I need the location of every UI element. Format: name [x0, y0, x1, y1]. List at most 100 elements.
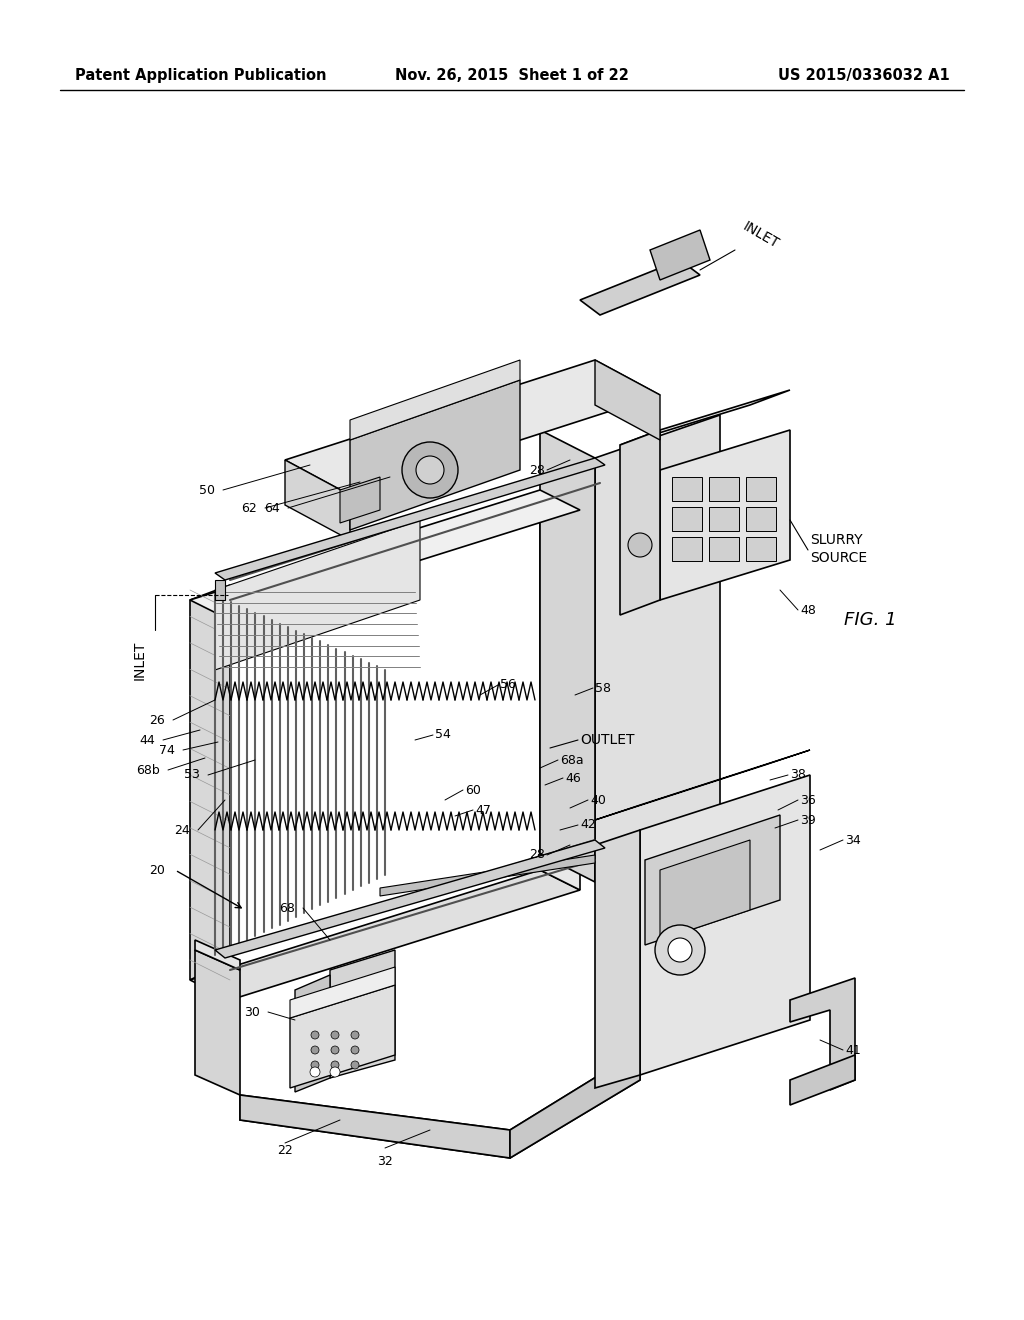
- Polygon shape: [290, 985, 395, 1088]
- Text: 42: 42: [580, 818, 596, 832]
- Circle shape: [351, 1061, 359, 1069]
- Polygon shape: [645, 814, 780, 945]
- Polygon shape: [660, 430, 790, 601]
- Polygon shape: [790, 978, 855, 1090]
- Text: 68b: 68b: [136, 763, 160, 776]
- Text: 41: 41: [845, 1044, 861, 1056]
- Text: 28: 28: [529, 849, 545, 862]
- Circle shape: [402, 442, 458, 498]
- Text: OUTLET: OUTLET: [580, 733, 635, 747]
- Polygon shape: [285, 459, 350, 540]
- Polygon shape: [290, 968, 395, 1018]
- Polygon shape: [350, 360, 520, 440]
- Polygon shape: [190, 585, 230, 979]
- Text: 44: 44: [139, 734, 155, 747]
- Text: 53: 53: [184, 768, 200, 781]
- Text: 40: 40: [590, 793, 606, 807]
- FancyBboxPatch shape: [672, 477, 702, 502]
- Text: SOURCE: SOURCE: [810, 550, 867, 565]
- Text: Nov. 26, 2015  Sheet 1 of 22: Nov. 26, 2015 Sheet 1 of 22: [395, 69, 629, 83]
- Text: 20: 20: [150, 863, 165, 876]
- Text: US 2015/0336032 A1: US 2015/0336032 A1: [778, 69, 950, 83]
- Text: 60: 60: [465, 784, 481, 796]
- Polygon shape: [510, 1049, 640, 1158]
- Text: 32: 32: [377, 1155, 393, 1168]
- Text: 56: 56: [500, 678, 516, 692]
- Circle shape: [416, 455, 444, 484]
- Text: 22: 22: [278, 1143, 293, 1156]
- Polygon shape: [340, 477, 380, 523]
- Polygon shape: [215, 458, 605, 579]
- FancyBboxPatch shape: [746, 477, 776, 502]
- Polygon shape: [595, 414, 720, 882]
- Polygon shape: [285, 360, 660, 495]
- Polygon shape: [215, 579, 225, 601]
- Polygon shape: [295, 975, 330, 1092]
- Polygon shape: [215, 520, 420, 671]
- Circle shape: [331, 1061, 339, 1069]
- Circle shape: [351, 1045, 359, 1053]
- Text: 38: 38: [790, 768, 806, 781]
- Polygon shape: [190, 870, 580, 1001]
- Polygon shape: [540, 490, 580, 890]
- Polygon shape: [660, 840, 750, 940]
- Text: 58: 58: [595, 681, 611, 694]
- Circle shape: [655, 925, 705, 975]
- Polygon shape: [595, 830, 640, 1088]
- FancyBboxPatch shape: [709, 477, 739, 502]
- FancyBboxPatch shape: [709, 537, 739, 561]
- Text: 28: 28: [529, 463, 545, 477]
- Text: INLET: INLET: [133, 640, 147, 680]
- Text: 30: 30: [244, 1006, 260, 1019]
- Circle shape: [311, 1045, 319, 1053]
- Text: 48: 48: [800, 603, 816, 616]
- Text: Patent Application Publication: Patent Application Publication: [75, 69, 327, 83]
- Polygon shape: [195, 940, 240, 970]
- Polygon shape: [190, 490, 580, 620]
- Circle shape: [311, 1061, 319, 1069]
- Text: INLET: INLET: [740, 219, 781, 251]
- FancyBboxPatch shape: [746, 507, 776, 531]
- Polygon shape: [620, 430, 660, 615]
- Text: 46: 46: [565, 771, 581, 784]
- Polygon shape: [620, 389, 790, 445]
- Polygon shape: [350, 380, 520, 531]
- FancyBboxPatch shape: [672, 537, 702, 561]
- Text: 24: 24: [174, 824, 190, 837]
- Polygon shape: [790, 1055, 855, 1105]
- FancyBboxPatch shape: [709, 507, 739, 531]
- Text: 26: 26: [150, 714, 165, 726]
- FancyBboxPatch shape: [672, 507, 702, 531]
- Polygon shape: [240, 1049, 640, 1158]
- Polygon shape: [640, 775, 810, 1074]
- Text: 62: 62: [242, 502, 257, 515]
- Polygon shape: [595, 750, 810, 820]
- Polygon shape: [215, 840, 605, 958]
- Text: 54: 54: [435, 729, 451, 742]
- Text: 36: 36: [800, 793, 816, 807]
- Polygon shape: [595, 360, 660, 440]
- Circle shape: [668, 939, 692, 962]
- Circle shape: [330, 1067, 340, 1077]
- Polygon shape: [195, 950, 240, 1096]
- Text: SLURRY: SLURRY: [810, 533, 862, 546]
- Text: 68a: 68a: [560, 754, 584, 767]
- Polygon shape: [330, 950, 395, 1078]
- Circle shape: [331, 1045, 339, 1053]
- Polygon shape: [380, 855, 595, 896]
- Text: FIG. 1: FIG. 1: [844, 611, 896, 630]
- Circle shape: [628, 533, 652, 557]
- Text: 39: 39: [800, 813, 816, 826]
- Text: 34: 34: [845, 833, 861, 846]
- Polygon shape: [540, 430, 595, 882]
- Polygon shape: [240, 1096, 510, 1158]
- Polygon shape: [580, 260, 700, 315]
- Circle shape: [310, 1067, 319, 1077]
- Text: 47: 47: [475, 804, 490, 817]
- Polygon shape: [650, 230, 710, 280]
- Text: 64: 64: [264, 502, 280, 515]
- Text: 68: 68: [280, 902, 295, 915]
- Circle shape: [351, 1031, 359, 1039]
- Text: 50: 50: [199, 483, 215, 496]
- Circle shape: [331, 1031, 339, 1039]
